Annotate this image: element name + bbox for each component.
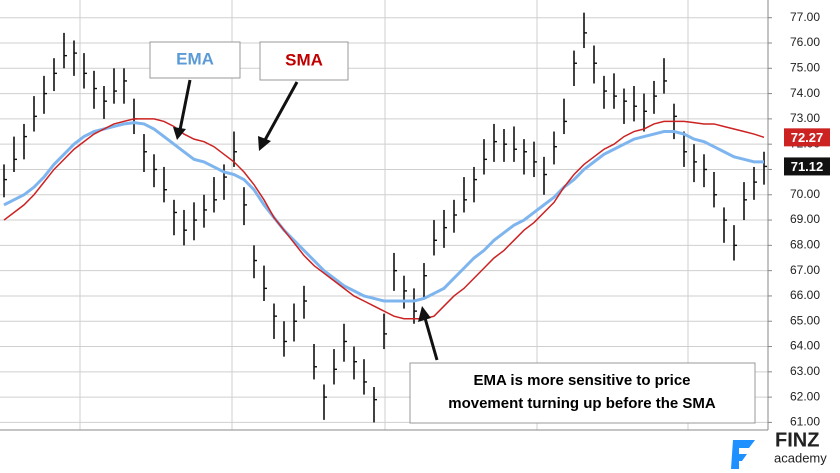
y-tick-label: 62.00	[790, 389, 820, 403]
y-tick-label: 69.00	[790, 212, 820, 226]
moving-average	[3, 118, 765, 320]
annotation: movement turning up before the SMA	[448, 395, 716, 412]
annotation-box	[149, 41, 241, 79]
y-tick-label: 73.00	[790, 111, 820, 125]
moving-average	[3, 121, 764, 303]
y-tick-label: 67.00	[790, 263, 820, 277]
annotation-box	[409, 362, 756, 424]
annotation: EMA	[176, 49, 214, 68]
arrowhead	[173, 127, 186, 140]
logo: FINZ academy	[731, 429, 827, 469]
y-tick-label: 66.00	[790, 288, 820, 302]
arrow	[178, 79, 192, 131]
annotation: EMA is more sensitive to price	[473, 372, 690, 389]
price-tag-label: 71.12	[791, 159, 824, 174]
y-tick-label: 63.00	[790, 364, 820, 378]
y-tick-label: 76.00	[790, 35, 820, 49]
y-tick-label: 77.00	[790, 10, 820, 24]
arrow	[263, 81, 299, 141]
y-tick-label: 68.00	[790, 238, 820, 252]
y-tick-label: 65.00	[790, 313, 820, 327]
annotation-box	[259, 41, 349, 81]
price-tag	[784, 157, 830, 176]
logo-name: FINZ	[775, 429, 819, 451]
annotations: EMA SMA EMA is more sensitive to price m…	[149, 41, 756, 424]
annotation: SMA	[285, 50, 323, 69]
y-tick-label: 75.00	[790, 60, 820, 74]
y-tick-label: 61.00	[790, 415, 820, 429]
y-tick-label: 74.00	[790, 86, 820, 100]
arrowhead	[418, 306, 431, 322]
price-tag	[784, 128, 830, 147]
axis-labels: 61.00 62.00 63.00 64.00 65.00 66.00 67.00 68.00…	[768, 10, 830, 429]
price-tag-label: 72.27	[791, 130, 824, 145]
plot	[3, 12, 767, 423]
logo-icon	[731, 440, 755, 469]
y-tick-label: 64.00	[790, 339, 820, 353]
y-tick-label: 70.00	[790, 187, 820, 201]
logo-tagline: academy	[774, 450, 827, 465]
arrow	[423, 317, 439, 361]
arrowhead	[258, 136, 271, 151]
